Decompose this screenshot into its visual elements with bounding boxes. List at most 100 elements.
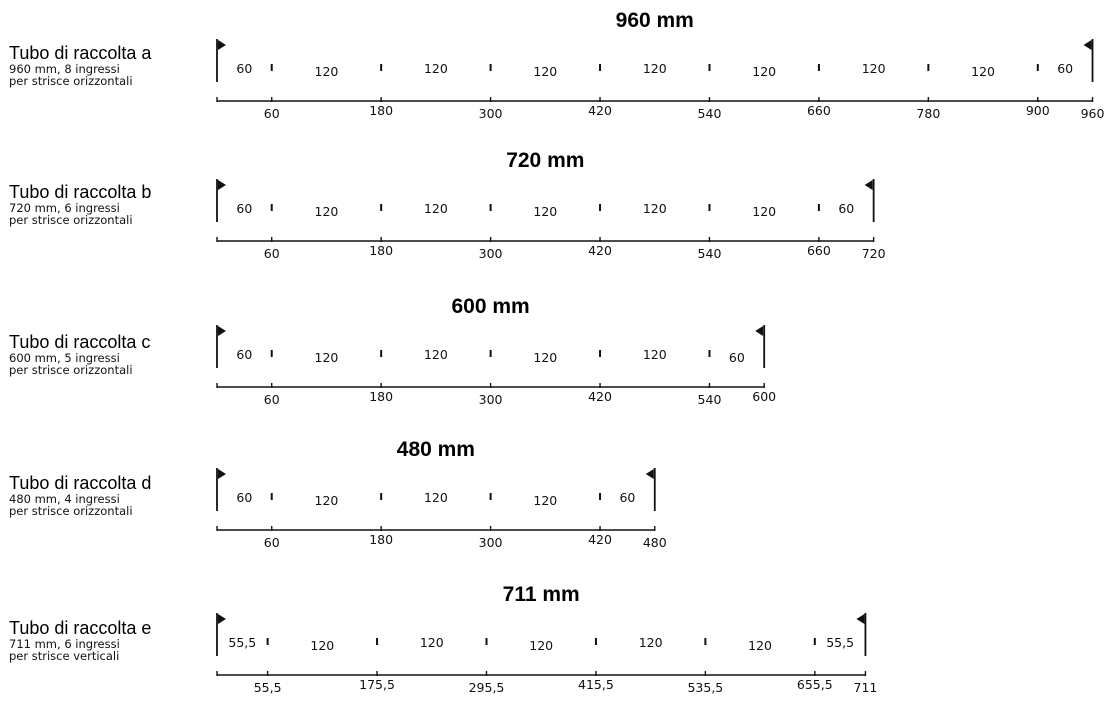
pipe-c-ruler-label: 420: [588, 389, 612, 404]
pipe-d-total-length: 480 mm: [397, 438, 475, 461]
pipe-d-label: Tubo di raccolta d 480 mm, 4 ingressi pe…: [9, 474, 151, 517]
pipe-b-segment-label: 120: [643, 201, 667, 216]
pipe-e-ruler-label: 175,5: [359, 677, 395, 692]
pipe-c-total-length: 600 mm: [451, 295, 529, 318]
pipe-c-ruler-label: 600: [752, 389, 776, 404]
pipe-c-segment-label: 120: [424, 347, 448, 362]
pipe-e-ruler-label: 415,5: [578, 677, 614, 692]
pipe-a-segment-label: 120: [643, 61, 667, 76]
pipe-a-segment-label: 120: [424, 61, 448, 76]
pipe-a-ruler-label: 780: [916, 106, 940, 121]
pipe-c-spec: 600 mm, 5 ingressi: [9, 350, 120, 365]
pipe-b-right-flag-icon: [864, 180, 873, 190]
pipe-a-title: Tubo di raccolta a: [9, 43, 152, 63]
pipe-e-ruler-label: 55,5: [254, 680, 282, 695]
pipe-a-ruler-label: 660: [807, 103, 831, 118]
pipe-b-segment-label: 60: [838, 201, 854, 216]
pipe-c-segment-label: 60: [236, 347, 252, 362]
pipe-d-segment-label: 60: [236, 490, 252, 505]
pipe-d-title: Tubo di raccolta d: [9, 473, 152, 493]
pipe-b-ruler-label: 720: [862, 246, 886, 261]
pipe-c-ruler-label: 60: [264, 392, 280, 407]
pipe-a-ruler-label: 900: [1026, 103, 1050, 118]
pipe-b-ruler-label: 180: [369, 243, 393, 258]
pipe-e-ruler-label: 711: [854, 680, 878, 695]
pipe-e-segment-label: 120: [639, 635, 663, 650]
pipe-e-segment-label: 55,5: [228, 635, 256, 650]
pipe-d-ruler-label: 420: [588, 532, 612, 547]
pipe-c-ruler-label: 180: [369, 389, 393, 404]
pipe-a-segment-label: 120: [533, 64, 557, 79]
pipe-b-label: Tubo di raccolta b 720 mm, 6 ingressi pe…: [9, 183, 151, 226]
pipe-d-spec: 480 mm, 4 ingressi: [9, 491, 120, 506]
pipe-b-spec: 720 mm, 6 ingressi: [9, 200, 120, 215]
pipe-b-left-flag-icon: [218, 180, 226, 190]
pipe-c-ruler-label: 540: [698, 392, 722, 407]
pipe-e-segment-label: 120: [529, 638, 553, 653]
pipe-a-ruler-label: 180: [369, 103, 393, 118]
pipe-d-ruler-label: 180: [369, 532, 393, 547]
pipe-d-segment-label: 120: [424, 490, 448, 505]
pipe-b-total-length: 720 mm: [506, 149, 584, 172]
pipe-e-segment-label: 120: [420, 635, 444, 650]
pipe-e-segment-label: 55,5: [826, 635, 854, 650]
pipe-c-ruler-label: 300: [479, 392, 503, 407]
pipe-a-ruler-label: 420: [588, 103, 612, 118]
pipe-b-ruler-label: 420: [588, 243, 612, 258]
pipe-b-segment-label: 120: [752, 204, 776, 219]
pipe-a-ruler-label: 60: [264, 106, 280, 121]
pipe-c-orientation: per strisce orizzontali: [9, 362, 133, 377]
pipe-d-right-flag-icon: [645, 469, 654, 479]
pipe-a-segment-label: 120: [315, 64, 339, 79]
pipe-d-left-flag-icon: [218, 469, 226, 479]
pipe-e-right-flag-icon: [856, 614, 865, 624]
pipe-d-segment-label: 120: [533, 493, 557, 508]
pipe-d-orientation: per strisce orizzontali: [9, 503, 133, 518]
pipe-a-total-length: 960 mm: [616, 9, 694, 32]
pipe-c-segment-label: 60: [729, 350, 745, 365]
pipe-b-segment-label: 120: [533, 204, 557, 219]
pipe-c-right-flag-icon: [755, 326, 764, 336]
pipe-b-segment-label: 120: [424, 201, 448, 216]
pipe-a-ruler-label: 960: [1081, 106, 1105, 121]
pipe-e-ruler-label: 295,5: [469, 680, 505, 695]
pipe-c-title: Tubo di raccolta c: [9, 332, 151, 352]
pipe-a-ruler-label: 540: [698, 106, 722, 121]
pipe-e-total-length: 711 mm: [503, 583, 580, 606]
pipe-a-segment-label: 60: [1057, 61, 1073, 76]
pipe-b-orientation: per strisce orizzontali: [9, 212, 133, 227]
pipe-a-orientation: per strisce orizzontali: [9, 73, 133, 88]
pipe-e-spec: 711 mm, 6 ingressi: [9, 636, 120, 651]
pipe-e-ruler-label: 655,5: [797, 677, 833, 692]
pipe-d-segment-label: 120: [315, 493, 339, 508]
pipe-b-segment-label: 120: [315, 204, 339, 219]
pipe-d-segment-label: 60: [619, 490, 635, 505]
pipe-c-left-flag-icon: [218, 326, 226, 336]
pipe-e-segment-label: 120: [748, 638, 772, 653]
pipe-c-segment-label: 120: [533, 350, 557, 365]
pipe-a-ruler-label: 300: [479, 106, 503, 121]
pipe-b-segment-label: 60: [236, 201, 252, 216]
pipe-e-orientation: per strisce verticali: [9, 648, 120, 663]
pipe-b-title: Tubo di raccolta b: [9, 182, 152, 202]
pipe-e-segment-label: 120: [310, 638, 334, 653]
pipe-b-ruler-label: 60: [264, 246, 280, 261]
pipe-a-right-flag-icon: [1083, 40, 1092, 50]
pipe-b-ruler-label: 540: [698, 246, 722, 261]
pipe-d-ruler-label: 300: [479, 535, 503, 550]
pipe-a-segment-label: 120: [971, 64, 995, 79]
pipe-a-segment-label: 60: [236, 61, 252, 76]
pipe-e-title: Tubo di raccolta e: [9, 618, 152, 638]
pipe-a-segment-label: 120: [862, 61, 886, 76]
pipe-b-ruler-label: 660: [807, 243, 831, 258]
pipe-e-ruler-label: 535,5: [687, 680, 723, 695]
pipe-a-left-flag-icon: [218, 40, 226, 50]
pipe-d-ruler-label: 60: [264, 535, 280, 550]
pipe-a-label: Tubo di raccolta a 960 mm, 8 ingressi pe…: [9, 44, 151, 87]
pipe-a-segment-label: 120: [752, 64, 776, 79]
pipe-d-ruler-label: 480: [643, 535, 667, 550]
pipe-c-label: Tubo di raccolta c 600 mm, 5 ingressi pe…: [9, 333, 150, 376]
pipe-c-segment-label: 120: [643, 347, 667, 362]
